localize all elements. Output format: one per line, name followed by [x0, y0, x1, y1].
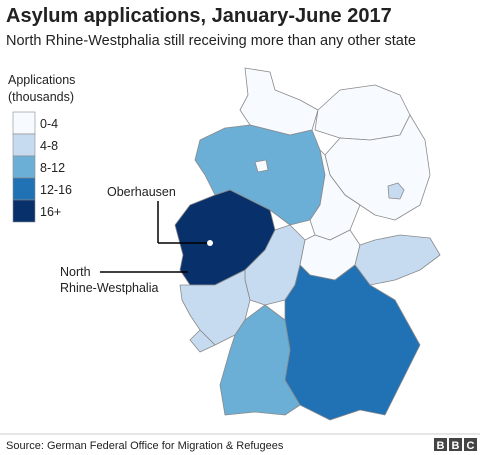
logo-box — [434, 438, 447, 451]
legend-title: Applications — [8, 73, 75, 87]
state — [284, 264, 421, 421]
title: Asylum applications, January-June 2017 — [6, 5, 392, 27]
legend-swatch — [12, 111, 36, 135]
state — [314, 84, 411, 141]
logo-box — [464, 438, 477, 451]
subtitle: North Rhine-Westphalia still receiving m… — [6, 33, 416, 49]
state — [219, 304, 301, 416]
legend-swatch — [12, 155, 36, 179]
state — [239, 67, 319, 136]
logo-letter: B — [452, 440, 460, 452]
legend-label: 16+ — [40, 205, 61, 219]
legend: 0-4 4-8 8-12 12-16 16+ — [12, 111, 72, 223]
legend-swatch — [12, 177, 36, 201]
state — [354, 234, 441, 286]
legend-swatch — [12, 199, 36, 223]
legend-label: 12-16 — [40, 183, 72, 197]
legend-swatch — [12, 133, 36, 157]
state-label: Rhine-Westphalia — [60, 281, 158, 295]
source: Source: German Federal Office for Migrat… — [6, 440, 284, 452]
legend-label: 0-4 — [40, 117, 58, 131]
logo-box — [449, 438, 462, 451]
germany-map — [174, 67, 441, 421]
legend-label: 4-8 — [40, 139, 58, 153]
state — [254, 159, 269, 173]
legend-label: 8-12 — [40, 161, 65, 175]
city-label: Oberhausen — [107, 185, 176, 199]
logo-letter: C — [467, 440, 475, 452]
state — [387, 182, 405, 200]
city-dot — [207, 240, 213, 246]
state — [189, 329, 216, 353]
logo-letter: B — [437, 440, 445, 452]
state-label: North — [60, 265, 91, 279]
legend-title: (thousands) — [8, 90, 74, 104]
